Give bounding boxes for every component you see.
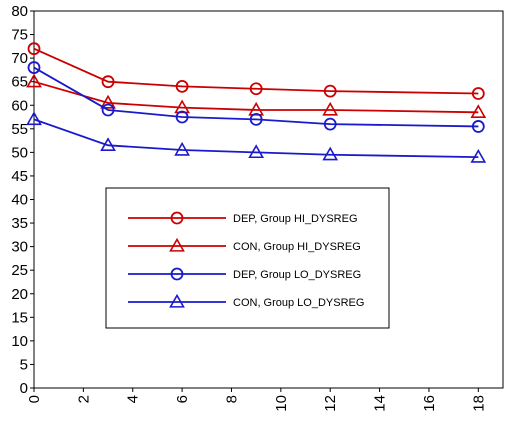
- data-point: [323, 84, 337, 98]
- legend-marker: [170, 211, 184, 225]
- data-point: [248, 144, 265, 159]
- series-1: [27, 42, 485, 100]
- legend-label: DEP, Group LO_DYSREG: [233, 269, 361, 281]
- y-tick-label: 50: [11, 144, 28, 161]
- data-point: [100, 137, 116, 151]
- data-point: [101, 103, 115, 117]
- y-tick-label: 30: [11, 239, 28, 256]
- data-point: [471, 120, 485, 133]
- y-tick-label: 60: [11, 97, 28, 114]
- data-point: [26, 111, 42, 126]
- data-point: [27, 42, 41, 56]
- y-tick-label: 0: [20, 380, 28, 397]
- legend-frame: [105, 187, 390, 329]
- y-tick-label: 80: [11, 3, 28, 20]
- legend-marker: [170, 267, 184, 281]
- series-line: [33, 118, 479, 158]
- y-tick-label: 65: [11, 74, 28, 91]
- data-point: [470, 104, 487, 118]
- legend-label: CON, Group HI_DYSREG: [233, 241, 361, 253]
- series-line: [33, 80, 479, 114]
- legend-item: DEP, Group HI_DYSREG: [128, 211, 358, 225]
- x-tick-label: 12: [322, 395, 339, 412]
- x-tick-label: 8: [223, 395, 240, 403]
- data-point: [470, 148, 487, 163]
- data-point: [26, 73, 42, 88]
- x-tick-label: 10: [273, 395, 290, 412]
- x-tick-label: 4: [125, 395, 142, 403]
- legend-marker: [169, 293, 185, 308]
- data-point: [249, 82, 263, 96]
- x-tick-label: 14: [372, 395, 389, 412]
- data-point: [322, 146, 339, 161]
- data-point: [471, 87, 485, 100]
- legend-marker: [169, 237, 185, 252]
- legend-item: DEP, Group LO_DYSREG: [128, 267, 361, 281]
- y-tick-label: 10: [11, 333, 28, 350]
- y-tick-label: 70: [11, 50, 28, 67]
- legend: DEP, Group HI_DYSREG CON, Group HI_DYSREG…: [105, 187, 390, 329]
- data-point: [175, 80, 189, 93]
- legend-item: CON, Group HI_DYSREG: [128, 237, 361, 253]
- data-point: [249, 112, 263, 126]
- y-tick-label: 40: [11, 192, 28, 209]
- legend-label: CON, Group LO_DYSREG: [233, 297, 364, 309]
- legend-item: CON, Group LO_DYSREG: [128, 293, 364, 309]
- x-tick-label: 6: [174, 395, 191, 403]
- series-4: [26, 111, 487, 163]
- y-tick-label: 25: [11, 262, 28, 279]
- series-line: [33, 47, 479, 95]
- data-point: [100, 94, 116, 109]
- x-tick-label: 0: [26, 395, 43, 403]
- data-point: [175, 110, 189, 124]
- y-tick-label: 55: [11, 121, 28, 138]
- series-line: [33, 66, 479, 128]
- series-2: [26, 73, 487, 118]
- legend-label: DEP, Group HI_DYSREG: [233, 213, 358, 225]
- data-point: [27, 61, 41, 74]
- y-tick-label: 15: [11, 309, 28, 326]
- x-tick-label: 16: [421, 395, 438, 412]
- x-tick-label: 2: [75, 395, 92, 403]
- y-tick-label: 45: [11, 168, 28, 185]
- data-point: [248, 101, 265, 116]
- data-point: [322, 101, 339, 116]
- series-3: [27, 61, 485, 133]
- y-tick-label: 75: [11, 27, 28, 44]
- y-tick-label: 20: [11, 286, 28, 303]
- y-tick-label: 35: [11, 215, 28, 232]
- data-point: [174, 141, 190, 156]
- x-tick-label: 18: [470, 395, 487, 412]
- data-point: [101, 75, 115, 89]
- data-point: [174, 99, 190, 114]
- data-point: [323, 117, 337, 131]
- y-tick-label: 5: [20, 356, 28, 373]
